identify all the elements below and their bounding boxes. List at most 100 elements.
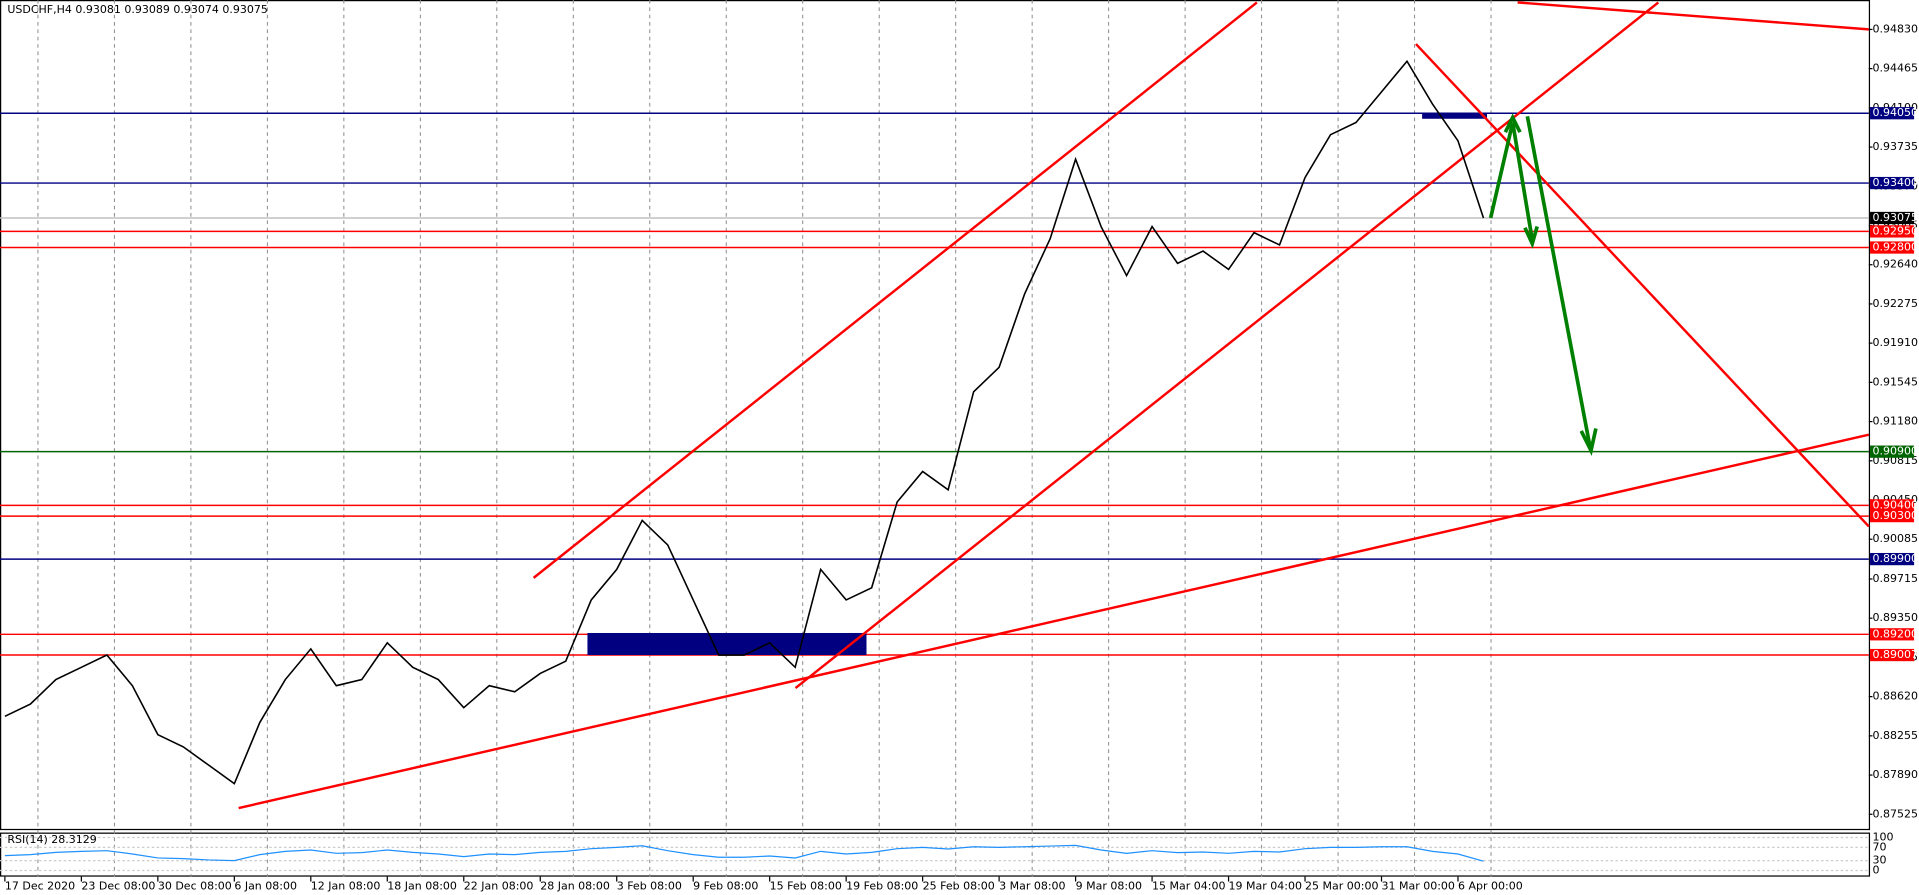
arrow-down <box>1510 122 1535 241</box>
arrow-head <box>1579 428 1598 457</box>
demand-zone <box>587 632 867 656</box>
rsi-header: RSI(14) 28.3129 <box>7 833 96 846</box>
x-tick-label: 9 Feb 08:00 <box>693 879 758 892</box>
level-label-text: 0.89007 <box>1872 648 1917 661</box>
rsi-line <box>4 844 1484 862</box>
arrow-target <box>1525 115 1592 447</box>
resistance-trendline <box>1415 43 1870 528</box>
level-label-text: 0.90400 <box>1872 498 1917 511</box>
y-tick-label: 0.90085 <box>1872 532 1917 545</box>
quote: 0.93075 <box>222 3 267 16</box>
level-label-text: 0.93400 <box>1872 176 1917 189</box>
level-label: 0.92800 <box>1870 241 1918 254</box>
x-tick-label: 30 Dec 08:00 <box>158 879 232 892</box>
price-line <box>4 59 1485 785</box>
x-tick-label: 18 Jan 08:00 <box>387 879 457 892</box>
y-tick-label: 0.92275 <box>1872 297 1917 310</box>
y-tick-label: 0.94830 <box>1872 22 1917 35</box>
level-label-text: 0.90300 <box>1872 509 1917 522</box>
y-tick-label: 0.88255 <box>1872 729 1917 742</box>
x-tick-label: 23 Dec 08:00 <box>81 879 155 892</box>
support-trendline <box>238 433 1870 810</box>
y-tick-label: 0.88620 <box>1872 690 1917 703</box>
level-label: 0.90300 <box>1870 509 1918 523</box>
y-tick-label: 0.94465 <box>1872 62 1917 75</box>
rsi-tick-label: 70 <box>1872 840 1886 853</box>
level-label: 0.89007 <box>1870 648 1918 662</box>
arrow-up <box>1488 122 1515 219</box>
x-tick-label: 15 Mar 04:00 <box>1152 879 1225 892</box>
level-label-box <box>1870 225 1915 238</box>
level-label-text: 0.90900 <box>1872 445 1917 458</box>
level-label: 0.92950 <box>1870 224 1918 238</box>
level-label: 0.93400 <box>1870 176 1918 190</box>
x-tick-label: 25 Mar 00:00 <box>1305 879 1378 892</box>
arrow-head <box>1523 226 1539 249</box>
level-label: 0.93075 <box>1870 211 1918 225</box>
x-tick-label: 9 Mar 08:00 <box>1076 879 1142 892</box>
rsi-tick-label: 0 <box>1872 864 1879 877</box>
x-tick-label: 19 Feb 08:00 <box>846 879 918 892</box>
x-tick-label: 3 Feb 08:00 <box>617 879 682 892</box>
y-tick-label: 0.93735 <box>1872 140 1917 153</box>
x-tick-label: 22 Jan 08:00 <box>464 879 534 892</box>
level-label-box <box>1870 176 1915 190</box>
x-tick-label: 28 Jan 08:00 <box>540 879 610 892</box>
symbol: USDCHF,H4 <box>7 3 72 16</box>
level-label-box <box>1870 552 1915 566</box>
y-tick-label: 0.91180 <box>1872 415 1917 428</box>
arrow-head <box>1503 113 1522 134</box>
y-tick-label: 0.89350 <box>1872 611 1917 624</box>
level-label: 0.90400 <box>1870 498 1918 512</box>
rsi-value: 28.3129 <box>51 833 96 846</box>
x-tick-label: 17 Dec 2020 <box>5 879 75 892</box>
price-panel <box>0 0 1871 831</box>
rsi-tick-label: 30 <box>1872 854 1886 867</box>
x-tick-label: 25 Feb 08:00 <box>923 879 995 892</box>
supply-zone <box>1422 112 1487 119</box>
channel-lower <box>794 1 1660 690</box>
level-label-box <box>1870 499 1915 512</box>
level-label: 0.89900 <box>1870 552 1918 566</box>
level-label-text: 0.94050 <box>1872 106 1917 119</box>
x-tick-label: 15 Feb 08:00 <box>770 879 842 892</box>
y-tick-label: 0.89715 <box>1872 572 1917 585</box>
rsi-tick-label: 100 <box>1872 830 1893 843</box>
rsi-panel <box>0 832 1871 877</box>
level-label: 0.94050 <box>1870 106 1918 120</box>
level-label-text: 0.89900 <box>1872 552 1917 565</box>
level-label-box <box>1870 107 1915 120</box>
level-label-box <box>1870 445 1915 458</box>
quote: 0.93081 <box>75 3 120 16</box>
y-tick-label: 0.91545 <box>1872 375 1917 388</box>
y-tick-label: 0.87890 <box>1872 768 1917 781</box>
level-label: 0.90900 <box>1870 445 1918 458</box>
x-tick-label: 31 Mar 00:00 <box>1382 879 1455 892</box>
level-label-box <box>1870 628 1915 641</box>
quote: 0.93074 <box>173 3 218 16</box>
x-tick-label: 6 Jan 08:00 <box>234 879 297 892</box>
quote: 0.93089 <box>124 3 169 16</box>
x-tick-label: 12 Jan 08:00 <box>311 879 381 892</box>
level-label: 0.89200 <box>1870 627 1918 641</box>
symbol-header: USDCHF,H4 0.93081 0.93089 0.93074 0.9307… <box>7 3 268 16</box>
x-tick-label: 19 Mar 04:00 <box>1229 879 1302 892</box>
upper-trendline <box>1517 1 1869 31</box>
level-label-box <box>1870 241 1915 254</box>
level-label-box <box>1870 648 1915 662</box>
level-label-text: 0.92950 <box>1872 224 1917 237</box>
y-tick-label: 0.87525 <box>1872 807 1917 820</box>
y-tick-label: 0.91910 <box>1872 336 1917 349</box>
y-tick-label: 0.92640 <box>1872 258 1917 271</box>
level-label-text: 0.93075 <box>1872 211 1917 224</box>
x-tick-label: 3 Mar 08:00 <box>999 879 1065 892</box>
level-label-box <box>1870 510 1915 523</box>
channel-upper <box>532 1 1258 579</box>
level-label-text: 0.89200 <box>1872 627 1917 640</box>
level-label-box <box>1870 211 1915 225</box>
rsi-name: RSI(14) <box>7 833 47 846</box>
level-label-text: 0.92800 <box>1872 241 1917 254</box>
x-tick-label: 6 Apr 00:00 <box>1458 879 1523 892</box>
